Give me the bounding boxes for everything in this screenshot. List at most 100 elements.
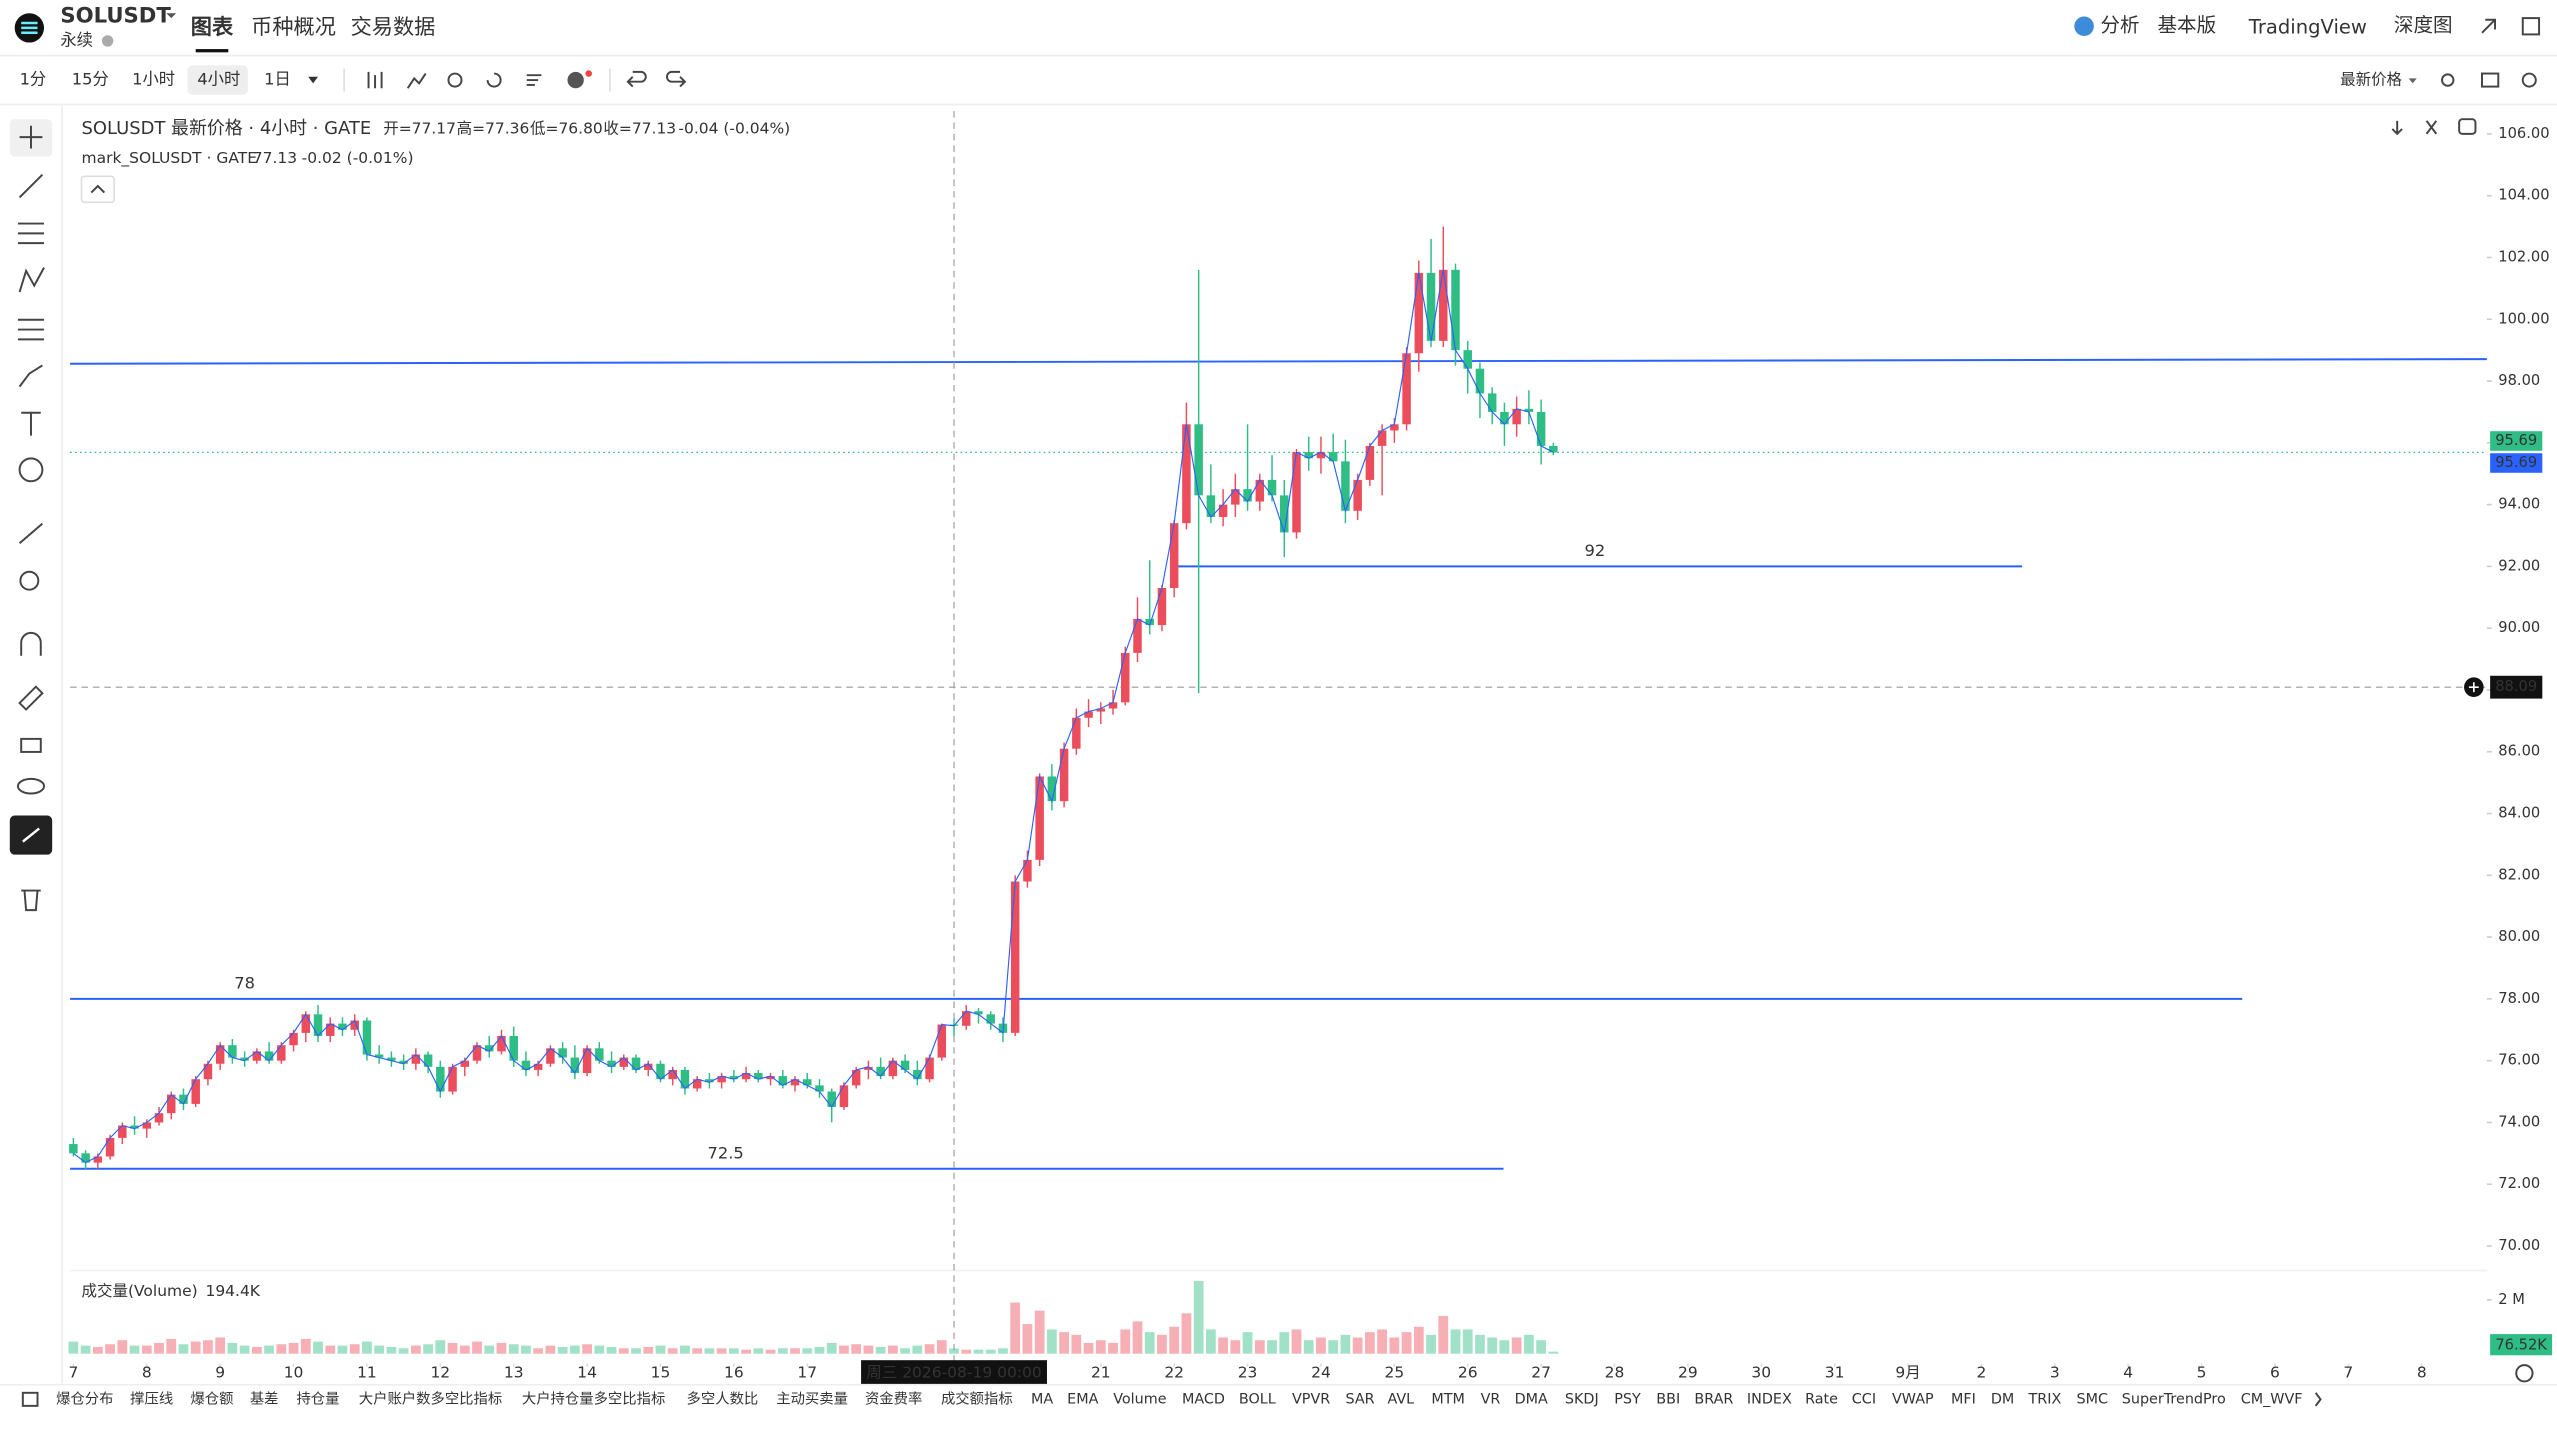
indicator[interactable]: AVL bbox=[1387, 1391, 1414, 1407]
download-icon[interactable] bbox=[2391, 120, 2403, 136]
crosshair-tool[interactable] bbox=[19, 125, 43, 149]
candle-body bbox=[1047, 776, 1057, 802]
last-volume-box bbox=[2490, 1334, 2553, 1356]
fib-tool[interactable] bbox=[17, 222, 45, 245]
indicator[interactable]: 爆仓额 bbox=[190, 1390, 233, 1407]
indicator[interactable]: EMA bbox=[1067, 1391, 1098, 1407]
projection-tool[interactable] bbox=[17, 318, 45, 341]
indicator[interactable]: Rate bbox=[1805, 1391, 1838, 1407]
reset-icon[interactable] bbox=[2458, 118, 2477, 135]
indicator[interactable]: 成交额指标 bbox=[941, 1389, 1013, 1407]
link[interactable]: 深度图 bbox=[2394, 14, 2453, 37]
indicator[interactable]: BRAR bbox=[1694, 1391, 1733, 1407]
candle-type-icon[interactable] bbox=[367, 71, 383, 89]
hide-tool[interactable] bbox=[16, 777, 46, 795]
measure-tool[interactable] bbox=[18, 522, 44, 544]
plugin-icon[interactable] bbox=[567, 71, 584, 89]
replay-icon[interactable] bbox=[486, 72, 502, 88]
indicator[interactable]: VWAP bbox=[1892, 1391, 1934, 1407]
indicator[interactable]: CCI bbox=[1852, 1391, 1876, 1407]
indicator[interactable]: 多空人数比 bbox=[687, 1390, 759, 1407]
indicator[interactable]: INDEX bbox=[1747, 1391, 1792, 1407]
interval[interactable]: 4小时 bbox=[197, 70, 240, 89]
zoom-tool[interactable] bbox=[19, 570, 40, 591]
undo-icon[interactable] bbox=[626, 70, 647, 88]
indicator[interactable]: 撑压线 bbox=[130, 1390, 173, 1407]
tab[interactable]: 币种概况 bbox=[251, 14, 336, 39]
lock-tool[interactable] bbox=[20, 737, 42, 753]
candle-body bbox=[888, 1060, 898, 1077]
indicator[interactable]: 主动买卖量 bbox=[776, 1390, 848, 1407]
indicator[interactable]: 大户账户数多空比指标 bbox=[359, 1390, 502, 1407]
link[interactable]: 基本版 bbox=[2157, 14, 2216, 37]
indicator[interactable]: 爆仓分布 bbox=[56, 1390, 113, 1407]
candle-body bbox=[595, 1048, 604, 1061]
indicator[interactable]: 大户持仓量多空比指标 bbox=[522, 1390, 665, 1407]
indicator[interactable]: PSY bbox=[1614, 1391, 1641, 1407]
indicator[interactable]: SKDJ bbox=[1565, 1391, 1599, 1407]
pattern-tool[interactable] bbox=[18, 267, 45, 293]
indicator-list-icon[interactable] bbox=[21, 1391, 39, 1407]
indicator[interactable]: SuperTrendPro bbox=[2122, 1391, 2226, 1407]
axis-settings-icon[interactable] bbox=[2515, 1364, 2534, 1383]
text-tool[interactable] bbox=[21, 411, 41, 436]
indicator[interactable]: MTM bbox=[1431, 1391, 1465, 1407]
volume-bar bbox=[1279, 1332, 1290, 1354]
indicator[interactable]: DM bbox=[1991, 1391, 2014, 1407]
indicator[interactable]: VR bbox=[1481, 1391, 1501, 1407]
expand-icon[interactable] bbox=[2481, 18, 2497, 34]
candle-body bbox=[925, 1057, 934, 1080]
indicator[interactable]: 基差 bbox=[250, 1390, 279, 1407]
indicator[interactable]: DMA bbox=[1515, 1391, 1548, 1407]
x-tick-label: 14 bbox=[577, 1364, 597, 1382]
ohlc-high: 高=77.36 bbox=[457, 119, 530, 137]
candle-body bbox=[69, 1144, 78, 1154]
collapse-button[interactable] bbox=[80, 175, 115, 204]
alert-icon[interactable] bbox=[447, 72, 463, 88]
template-icon[interactable] bbox=[526, 74, 542, 86]
indicator[interactable]: 资金费率 bbox=[865, 1390, 922, 1407]
brush-tool[interactable] bbox=[18, 364, 43, 388]
indicator[interactable]: MACD bbox=[1182, 1391, 1225, 1407]
search-icon[interactable] bbox=[2441, 73, 2455, 87]
link[interactable]: TradingView bbox=[2248, 15, 2367, 38]
tab[interactable]: 图表 bbox=[191, 14, 234, 39]
candle-body bbox=[1328, 452, 1338, 462]
indicator[interactable]: MFI bbox=[1951, 1391, 1976, 1407]
indicator[interactable]: CM_WVF bbox=[2241, 1391, 2303, 1407]
interval-caret[interactable] bbox=[308, 76, 318, 84]
delete-tool[interactable] bbox=[21, 889, 41, 912]
indicator[interactable]: MA bbox=[1031, 1391, 1053, 1407]
scroll-right[interactable] bbox=[2314, 1392, 2322, 1407]
indicator-icon[interactable] bbox=[406, 72, 427, 89]
interval[interactable]: 1小时 bbox=[132, 70, 175, 89]
camera-icon[interactable] bbox=[2481, 72, 2500, 88]
x-tick-label: 8 bbox=[2417, 1364, 2427, 1382]
magnet-tool[interactable] bbox=[20, 631, 42, 656]
interval[interactable]: 1日 bbox=[264, 70, 291, 89]
indicator[interactable]: SMC bbox=[2076, 1391, 2108, 1407]
redo-icon[interactable] bbox=[666, 70, 687, 88]
line-tool[interactable] bbox=[18, 173, 44, 199]
fullscreen-icon[interactable] bbox=[2521, 17, 2541, 36]
candle-body bbox=[705, 1079, 714, 1083]
link[interactable]: 分析 bbox=[2100, 14, 2139, 37]
settings-icon[interactable] bbox=[2521, 72, 2537, 88]
price-source[interactable]: 最新价格 bbox=[2340, 71, 2402, 89]
indicator[interactable]: BOLL bbox=[1239, 1391, 1276, 1407]
indicator[interactable]: 持仓量 bbox=[296, 1390, 339, 1407]
collapse-pane-icon[interactable] bbox=[2425, 120, 2438, 135]
interval[interactable]: 1分 bbox=[20, 70, 47, 89]
interval[interactable]: 15分 bbox=[72, 70, 109, 89]
indicator[interactable]: BBI bbox=[1656, 1391, 1680, 1407]
indicator[interactable]: Volume bbox=[1113, 1391, 1167, 1407]
indicator[interactable]: TRIX bbox=[2028, 1391, 2062, 1407]
draw-mode-tool[interactable] bbox=[18, 685, 44, 711]
indicator[interactable]: VPVR bbox=[1292, 1391, 1330, 1407]
candle-body bbox=[1463, 350, 1472, 369]
header: SOLUSDT 永续 图表 币种概况 交易数据 分析 基本版 TradingVi… bbox=[0, 2, 2557, 57]
indicator[interactable]: SAR bbox=[1345, 1391, 1374, 1407]
tab[interactable]: 交易数据 bbox=[351, 14, 436, 39]
emoji-tool[interactable] bbox=[18, 457, 44, 483]
symbol[interactable]: SOLUSDT bbox=[60, 2, 171, 27]
